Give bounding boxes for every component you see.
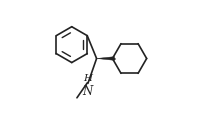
Polygon shape — [97, 57, 114, 60]
Text: N: N — [82, 84, 92, 97]
Text: H: H — [83, 74, 92, 83]
